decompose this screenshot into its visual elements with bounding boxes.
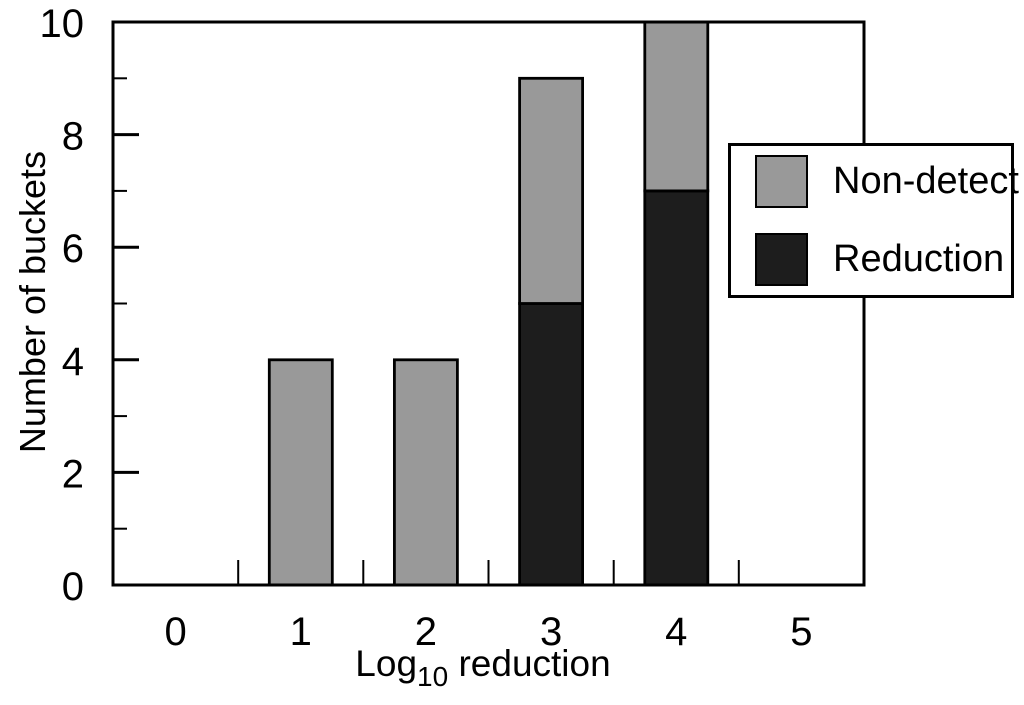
x-tick-label: 2 [415, 610, 437, 654]
y-axis-label: Number of buckets [12, 150, 53, 454]
y-tick-label: 8 [62, 115, 84, 159]
x-axis-label: Log10 reduction [355, 643, 611, 692]
x-tick-label: 0 [164, 610, 186, 654]
y-tick-label: 10 [40, 2, 85, 46]
bar-segment-reduction-4 [643, 189, 710, 587]
plot-frame [111, 20, 866, 587]
x-tick-label: 5 [790, 610, 812, 654]
x-axis-label-suffix: reduction [448, 643, 611, 684]
legend-label-reduction: Reduction [833, 238, 1005, 280]
non-detect-swatch [755, 155, 808, 208]
bar-segment-non-detect-4 [643, 20, 710, 193]
x-tick-label: 3 [540, 610, 562, 654]
x-tick-label: 4 [665, 610, 687, 654]
bar-segment-non-detect-3 [518, 76, 584, 305]
x-axis-label-prefix: Log [355, 643, 418, 684]
x-axis-label-subscript: 10 [417, 661, 449, 692]
legend-item-non-detect: Non-detect [755, 155, 1019, 208]
bar-segment-non-detect-1 [267, 358, 334, 587]
reduction-swatch [755, 233, 808, 286]
bar-segment-reduction-3 [518, 302, 584, 587]
y-tick-label: 4 [62, 340, 84, 384]
y-tick-label: 6 [62, 227, 84, 271]
legend-item-reduction: Reduction [755, 233, 1011, 286]
x-tick-label: 1 [290, 610, 312, 654]
y-tick-label: 0 [62, 565, 84, 609]
legend: Non-detect Reduction [728, 143, 1019, 298]
y-tick-label: 2 [62, 452, 84, 496]
bar-segment-non-detect-2 [392, 358, 459, 587]
legend-label-non-detect: Non-detect [833, 160, 1019, 202]
